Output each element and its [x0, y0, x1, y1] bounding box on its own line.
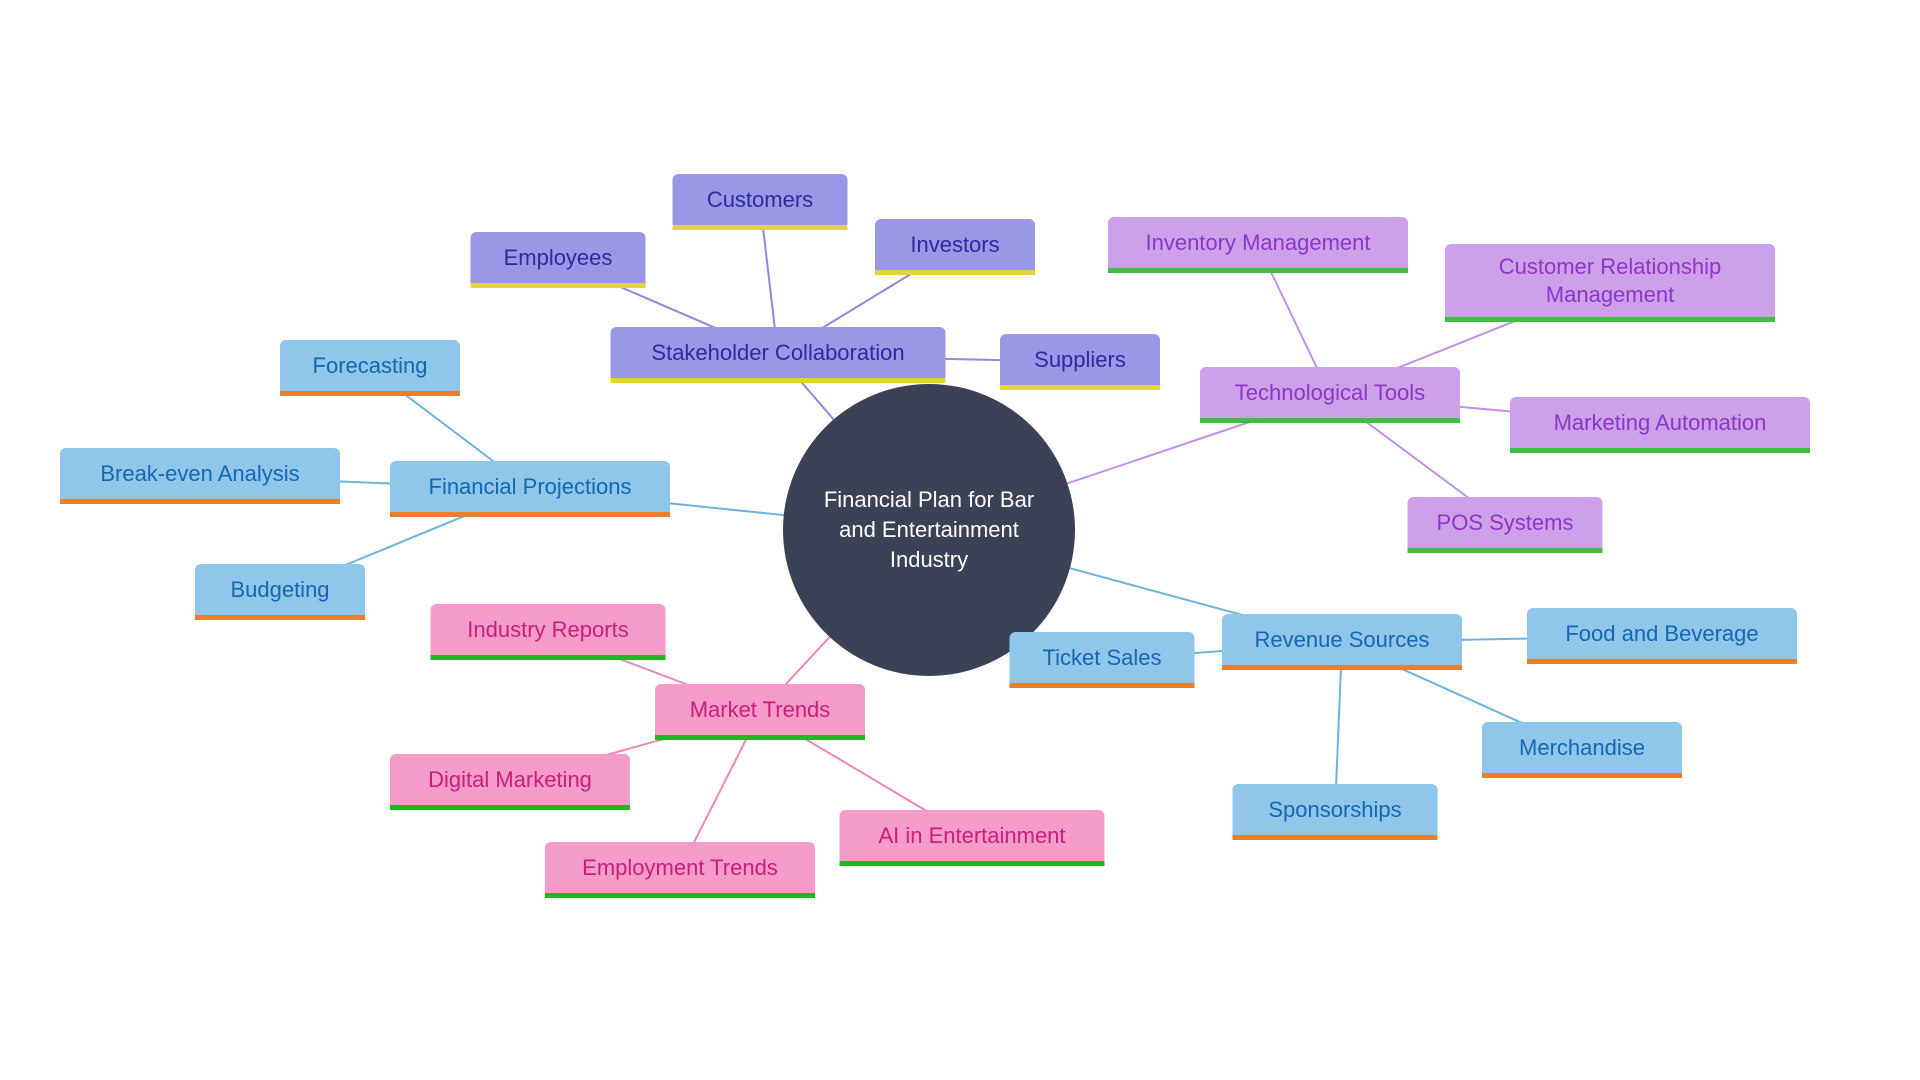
node-label: Merchandise: [1519, 734, 1645, 762]
node-label: Forecasting: [313, 352, 428, 380]
node-sponsors: Sponsorships: [1233, 784, 1438, 840]
node-employees: Employees: [471, 232, 646, 288]
node-inv_mgmt: Inventory Management: [1108, 217, 1408, 273]
node-dig_mkt: Digital Marketing: [390, 754, 630, 810]
node-label: Investors: [910, 231, 999, 259]
node-crm: Customer Relationship Management: [1445, 244, 1775, 322]
node-stake: Stakeholder Collaboration: [611, 327, 946, 383]
node-label: Customers: [707, 186, 813, 214]
mindmap-canvas: Financial Plan for Bar and Entertainment…: [0, 0, 1920, 1080]
node-label: AI in Entertainment: [878, 822, 1065, 850]
node-label: POS Systems: [1437, 509, 1574, 537]
node-investors: Investors: [875, 219, 1035, 275]
node-label: Suppliers: [1034, 346, 1126, 374]
node-label: Employment Trends: [582, 854, 778, 882]
node-ai_ent: AI in Entertainment: [840, 810, 1105, 866]
node-label: Financial Projections: [429, 473, 632, 501]
node-label: Employees: [504, 244, 613, 272]
node-label: Ticket Sales: [1042, 644, 1161, 672]
node-label: Inventory Management: [1145, 229, 1370, 257]
node-label: Marketing Automation: [1554, 409, 1767, 437]
node-fnb: Food and Beverage: [1527, 608, 1797, 664]
node-emp_trends: Employment Trends: [545, 842, 815, 898]
node-label: Stakeholder Collaboration: [651, 339, 904, 367]
node-label: Digital Marketing: [428, 766, 592, 794]
node-label: Sponsorships: [1268, 796, 1401, 824]
node-label: Revenue Sources: [1255, 626, 1430, 654]
node-pos: POS Systems: [1408, 497, 1603, 553]
node-mkt_auto: Marketing Automation: [1510, 397, 1810, 453]
node-customers: Customers: [673, 174, 848, 230]
node-rev_src: Revenue Sources: [1222, 614, 1462, 670]
node-ind_reports: Industry Reports: [431, 604, 666, 660]
center-label: Financial Plan for Bar and Entertainment…: [803, 485, 1055, 574]
node-label: Food and Beverage: [1565, 620, 1758, 648]
node-tech: Technological Tools: [1200, 367, 1460, 423]
node-fin_proj: Financial Projections: [390, 461, 670, 517]
node-label: Industry Reports: [467, 616, 628, 644]
node-forecasting: Forecasting: [280, 340, 460, 396]
node-suppliers: Suppliers: [1000, 334, 1160, 390]
node-label: Budgeting: [230, 576, 329, 604]
node-label: Technological Tools: [1235, 379, 1425, 407]
node-ticket: Ticket Sales: [1010, 632, 1195, 688]
node-label: Break-even Analysis: [100, 460, 299, 488]
node-merch: Merchandise: [1482, 722, 1682, 778]
node-label: Market Trends: [690, 696, 831, 724]
node-breakeven: Break-even Analysis: [60, 448, 340, 504]
node-mkt_trends: Market Trends: [655, 684, 865, 740]
node-label: Customer Relationship Management: [1465, 253, 1755, 308]
node-budgeting: Budgeting: [195, 564, 365, 620]
